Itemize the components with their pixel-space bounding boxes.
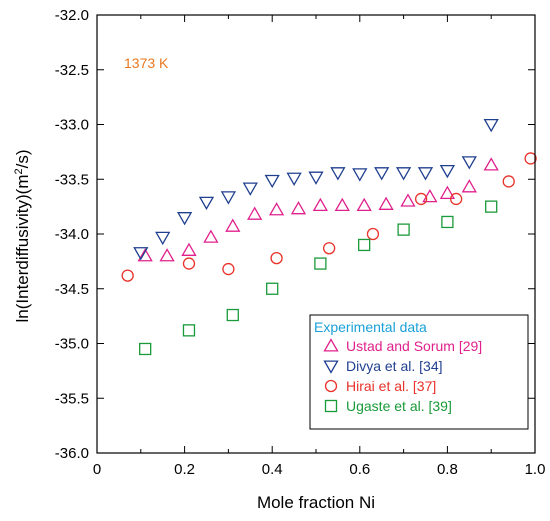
- y-axis-label-superscript: 2: [13, 168, 25, 174]
- data-point: [290, 201, 307, 215]
- x-tick-label: 1.0: [525, 461, 546, 478]
- data-point: [270, 251, 283, 265]
- data-point: [268, 202, 285, 216]
- y-tick-label: -36.0: [55, 445, 89, 462]
- y-tick-label: -35.0: [55, 336, 89, 353]
- data-point: [483, 118, 499, 133]
- y-tick-label: -33.0: [55, 117, 89, 134]
- data-point: [222, 262, 235, 276]
- data-point: [139, 342, 152, 356]
- data-point: [330, 167, 346, 181]
- x-axis-label: Mole fraction Ni: [257, 493, 375, 512]
- data-point: [155, 231, 171, 246]
- legend-label: Ugaste et al. [39]: [346, 398, 452, 414]
- data-point: [322, 242, 336, 255]
- data-point: [314, 257, 327, 270]
- y-tick-label: -33.5: [55, 171, 89, 188]
- data-point: [439, 164, 456, 179]
- data-point: [366, 227, 380, 241]
- data-point: [397, 223, 410, 236]
- data-point: [334, 197, 350, 212]
- data-point: [483, 157, 499, 171]
- data-point: [502, 175, 515, 188]
- data-point: [203, 229, 219, 243]
- y-tick-label: -32.5: [55, 62, 89, 79]
- data-point: [286, 172, 302, 186]
- legend-title: Experimental data: [314, 319, 427, 335]
- data-point: [422, 188, 438, 203]
- data-point: [133, 247, 149, 261]
- y-tick-label: -35.5: [55, 390, 89, 407]
- legend-items: Ustad and Sorum [29] Divya et al. [34] Hir…: [323, 338, 482, 414]
- data-point: [417, 167, 434, 181]
- data-point: [356, 197, 372, 212]
- legend-label: Ustad and Sorum [29]: [346, 338, 482, 354]
- data-point: [395, 167, 412, 181]
- data-point: [264, 174, 280, 189]
- data-point: [159, 248, 175, 262]
- data-point: [176, 212, 193, 226]
- data-point: [137, 248, 153, 262]
- y-axis-label-main: ln(Interdiffusivity)(m: [13, 175, 32, 323]
- data-point: [225, 218, 241, 232]
- data-point: [182, 257, 196, 270]
- temperature-annotation: 1373 K: [124, 55, 169, 71]
- data-point: [400, 193, 416, 207]
- data-point: [308, 171, 324, 185]
- data-point: [441, 215, 454, 229]
- data-point: [182, 324, 196, 337]
- data-point: [358, 238, 371, 252]
- data-point: [414, 192, 428, 206]
- y-axis-label: ln(Interdiffusivity)(m2/s): [13, 149, 32, 322]
- legend-marker: [324, 379, 338, 393]
- data-marks: [121, 118, 537, 356]
- axis-ticks: 0 0.2 0.4 0.6 0.8 1.0 -32.0 -32.5 -33.0 -33.5 -34.…: [55, 7, 546, 478]
- data-point: [524, 152, 537, 165]
- data-point: [378, 196, 394, 210]
- legend-marker: [323, 360, 339, 374]
- y-axis-label-tail: /s): [13, 149, 32, 168]
- data-point: [121, 269, 134, 282]
- data-point: [198, 196, 215, 211]
- data-point: [450, 192, 463, 206]
- data-point: [312, 197, 329, 212]
- data-point: [242, 182, 258, 196]
- data-point: [247, 206, 263, 220]
- x-tick-label: 0.2: [174, 461, 195, 478]
- x-tick-label: 0.8: [437, 461, 458, 478]
- legend-marker: [324, 399, 338, 413]
- x-tick-label: 0.6: [349, 461, 370, 478]
- data-point: [439, 185, 456, 200]
- y-tick-label: -34.0: [55, 226, 89, 243]
- series-2: [121, 152, 537, 282]
- data-point: [226, 308, 239, 322]
- data-point: [220, 191, 237, 205]
- data-point: [485, 200, 498, 213]
- legend-label: Hirai et al. [37]: [346, 378, 436, 394]
- x-tick-label: 0: [93, 461, 101, 478]
- legend-label: Divya et al. [34]: [346, 358, 443, 374]
- x-tick-label: 0.4: [262, 461, 283, 478]
- data-point: [181, 242, 197, 256]
- plot-frame: [96, 14, 536, 454]
- data-point: [374, 167, 390, 181]
- data-point: [266, 282, 279, 295]
- legend: Experimental data Ustad and Sorum [29] Di…: [309, 314, 529, 430]
- legend-box: [309, 314, 529, 430]
- y-tick-label: -34.5: [55, 281, 89, 298]
- data-point: [461, 156, 477, 170]
- svg-text:ln(Interdiffusivity)(m2/s): ln(Interdiffusivity)(m2/s): [13, 149, 32, 322]
- data-point: [352, 168, 368, 182]
- series-0: [137, 157, 499, 262]
- series-1: [133, 118, 499, 261]
- legend-marker: [323, 338, 339, 352]
- data-point: [461, 179, 477, 193]
- series-3: [139, 200, 498, 356]
- y-tick-label: -32.0: [55, 7, 89, 24]
